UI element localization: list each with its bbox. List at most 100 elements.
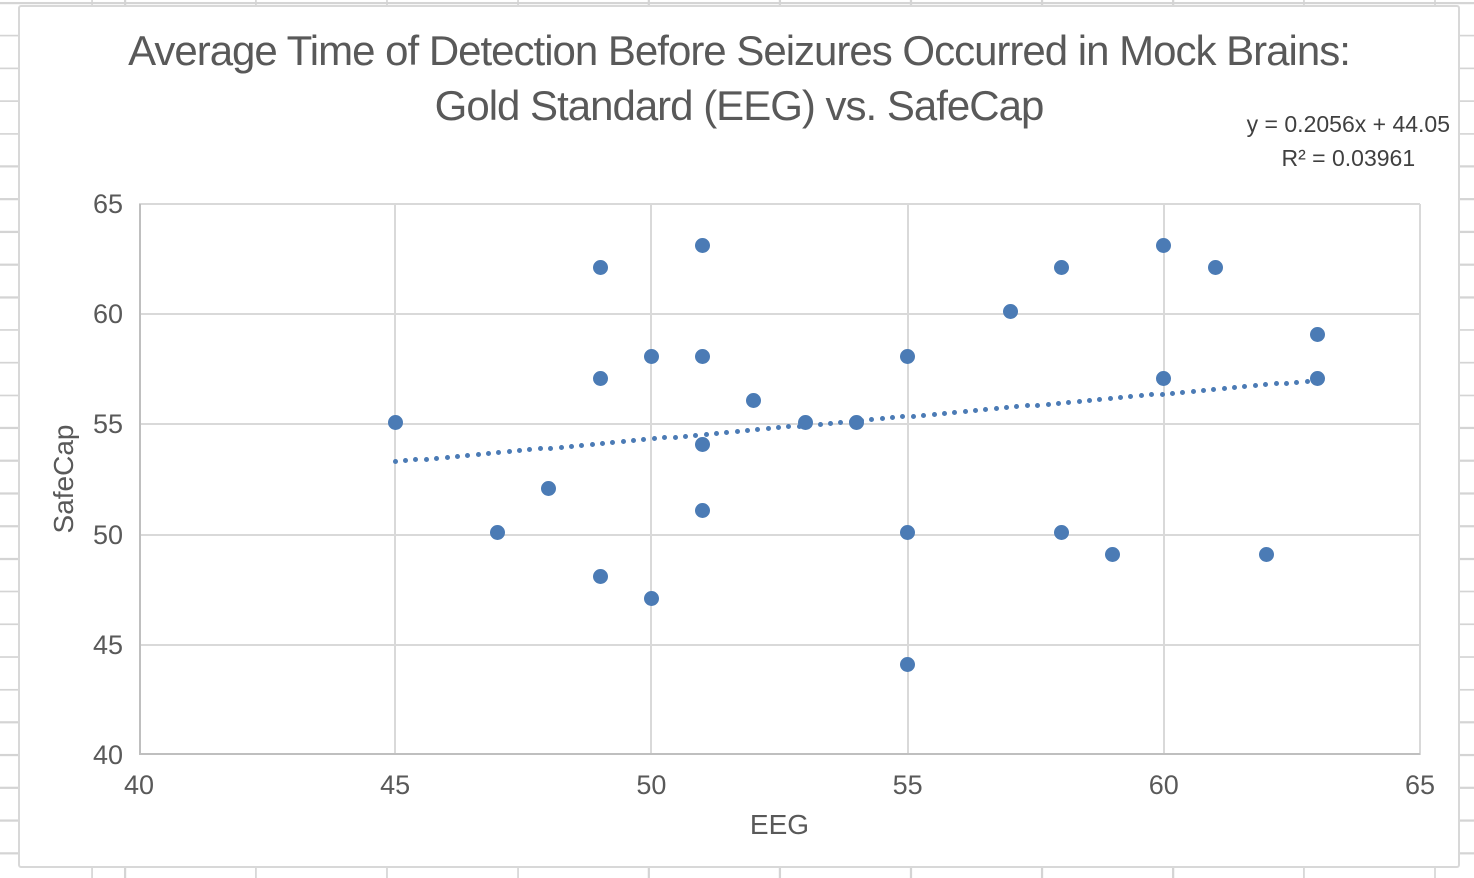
trendline-dot: [1211, 386, 1217, 392]
trendline-dot: [962, 408, 968, 414]
y-axis-title: SafeCap: [48, 424, 79, 534]
trendline-dot: [423, 456, 429, 462]
trendline-equation: y = 0.2056x + 44.05: [1246, 111, 1450, 137]
trendline-dot: [548, 445, 554, 451]
trendline-dot: [568, 443, 574, 449]
trendline-dot: [786, 424, 792, 430]
data-point[interactable]: [695, 502, 711, 518]
trendline-dot: [993, 406, 999, 412]
data-point[interactable]: [848, 414, 864, 430]
data-point[interactable]: [1053, 524, 1069, 540]
data-point[interactable]: [695, 348, 711, 364]
data-point[interactable]: [1002, 304, 1018, 320]
trendline-dot: [631, 438, 637, 444]
y-gridline: [139, 643, 1420, 646]
trendline-dot: [1014, 404, 1020, 410]
data-point[interactable]: [746, 392, 762, 408]
trendline-dot: [1107, 396, 1113, 402]
trendline-dot: [1242, 384, 1248, 390]
trendline-dot: [403, 458, 409, 464]
trendline-dot: [900, 414, 906, 420]
data-point[interactable]: [1156, 370, 1172, 386]
data-point[interactable]: [797, 414, 813, 430]
data-point[interactable]: [1258, 546, 1274, 562]
trendline-dot: [1128, 394, 1134, 400]
y-tick-label: 50: [92, 519, 123, 550]
trendline-dot: [703, 431, 709, 437]
trendline-dot: [527, 447, 533, 453]
trendline-r-squared: R² = 0.03961: [1281, 145, 1416, 171]
chart-title: Average Time of Detection Before Seizure…: [128, 27, 1351, 129]
trendline-dot: [838, 419, 844, 425]
data-point[interactable]: [695, 436, 711, 452]
trendline-dot: [1076, 398, 1082, 404]
x-tick-label: 50: [636, 770, 667, 800]
trendline-dot: [1097, 397, 1103, 402]
trendline-dot: [931, 411, 937, 417]
chart-object[interactable]: Average Time of Detection Before Seizure…: [18, 5, 1460, 868]
trendline-dot: [1045, 401, 1051, 407]
y-gridline: [139, 203, 1420, 205]
data-point[interactable]: [387, 414, 403, 430]
data-point[interactable]: [1156, 238, 1172, 254]
trendline-dot: [454, 453, 460, 459]
y-tick-label: 45: [92, 629, 123, 660]
trendline-dot: [952, 409, 958, 415]
x-tick-label: 55: [892, 770, 923, 800]
trendline-dot: [879, 416, 885, 422]
trendline-dot: [734, 429, 740, 435]
data-point[interactable]: [541, 480, 557, 496]
trendline-dot: [1159, 391, 1165, 397]
data-point[interactable]: [900, 524, 916, 540]
trendline-dot: [485, 451, 491, 457]
x-tick-label: 60: [1148, 770, 1179, 800]
x-gridline: [1419, 204, 1421, 755]
trendline-dot: [1055, 400, 1061, 406]
y-gridline: [139, 313, 1420, 316]
data-point[interactable]: [900, 657, 916, 673]
trendline-dot: [827, 420, 833, 426]
trendline-dot: [1273, 381, 1279, 387]
trendline-dot: [1263, 382, 1269, 388]
trendline-dot: [1087, 397, 1093, 403]
trendline-dot: [983, 407, 989, 413]
trendline-dot: [610, 440, 616, 446]
x-gridline: [650, 204, 653, 755]
data-point[interactable]: [695, 238, 711, 254]
data-point[interactable]: [643, 348, 659, 364]
data-point[interactable]: [900, 348, 916, 364]
data-point[interactable]: [490, 524, 506, 540]
trendline-dot: [776, 425, 782, 431]
data-point[interactable]: [1310, 370, 1326, 386]
trendline-dot: [579, 442, 585, 448]
data-point[interactable]: [1207, 260, 1223, 276]
trendline-dot: [620, 439, 626, 445]
trendline-dot: [1024, 403, 1030, 409]
data-point[interactable]: [592, 260, 608, 276]
data-point[interactable]: [1053, 260, 1069, 276]
trendline-dot: [434, 455, 440, 461]
trendline-dot: [517, 448, 523, 454]
data-point[interactable]: [592, 370, 608, 386]
plot-area: 40 45 50 55 60 65 40 45 50 55 60 65: [20, 7, 1458, 866]
trendline-dot: [1294, 379, 1300, 385]
data-point[interactable]: [1310, 326, 1326, 342]
y-tick-label: 60: [92, 299, 123, 330]
x-tick-label: 65: [1404, 770, 1436, 800]
trendline-dot: [444, 454, 450, 460]
trendline-dot: [693, 432, 699, 438]
trendline-dot: [1232, 385, 1238, 391]
trendline-dot: [890, 415, 896, 421]
data-point[interactable]: [643, 591, 659, 607]
y-gridline: [139, 423, 1420, 426]
trendline-dot: [1252, 383, 1258, 389]
trendline-dot: [869, 417, 875, 423]
data-point[interactable]: [1105, 546, 1121, 562]
trendline-dot: [1118, 395, 1124, 401]
trendline-dot: [1221, 386, 1227, 391]
trendline-dot: [392, 459, 398, 465]
trendline-dot: [589, 441, 595, 447]
trendline-dot: [755, 427, 761, 433]
data-point[interactable]: [592, 568, 608, 584]
trendline-dot: [475, 451, 481, 457]
